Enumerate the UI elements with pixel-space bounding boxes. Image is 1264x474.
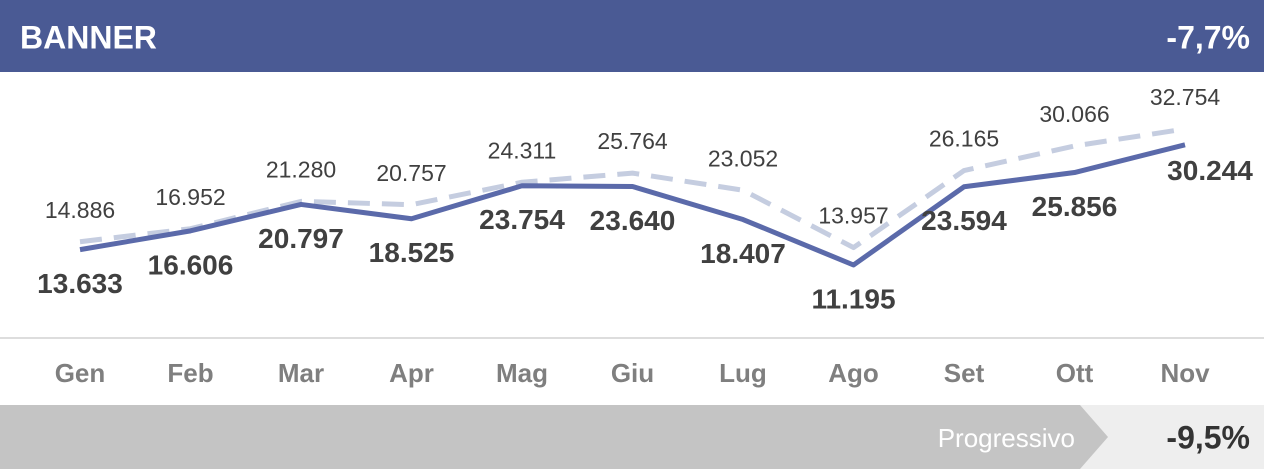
footer-label: Progressivo [938,423,1075,453]
data-label: 26.165 [929,126,999,152]
x-tick-label: Apr [389,358,434,388]
x-tick-label: Feb [167,358,213,388]
data-label: 25.764 [597,128,668,154]
x-tick-label: Giu [611,358,654,388]
header-bar [0,0,1264,72]
title-annotation: -7,7% [1166,19,1250,55]
data-label: 18.525 [369,237,455,268]
data-label: 23.052 [708,145,778,171]
x-tick-label: Mag [496,358,548,388]
data-label: 23.640 [590,205,676,236]
data-label: 20.797 [258,223,344,254]
data-label: 20.757 [376,160,446,186]
data-label: 23.594 [921,205,1007,236]
data-label: 13.957 [818,203,888,229]
x-tick-label: Set [944,358,985,388]
data-label: 13.633 [37,268,123,299]
x-tick-label: Lug [719,358,767,388]
x-tick-label: Ago [828,358,879,388]
footer-value: -9,5% [1166,419,1250,455]
data-label: 11.195 [811,283,895,314]
footer-bar [0,405,1108,469]
series-line [79,126,1186,251]
data-label: 30.066 [1039,101,1109,127]
data-label: 24.311 [488,137,557,163]
data-label: 32.754 [1150,84,1221,110]
data-label: 14.886 [45,197,115,223]
data-label: 18.407 [700,238,786,269]
x-tick-label: Ott [1056,358,1094,388]
x-tick-label: Nov [1160,358,1210,388]
data-label: 25.856 [1032,191,1118,222]
data-label: 16.606 [148,249,234,280]
series-line [79,142,1186,268]
x-tick-label: Gen [55,358,106,388]
data-label: 30.244 [1167,155,1253,186]
data-label: 21.280 [266,156,336,182]
x-tick-label: Mar [278,358,324,388]
chart-title: BANNER [20,19,157,55]
data-label: 16.952 [155,184,225,210]
data-label: 23.754 [479,204,565,235]
